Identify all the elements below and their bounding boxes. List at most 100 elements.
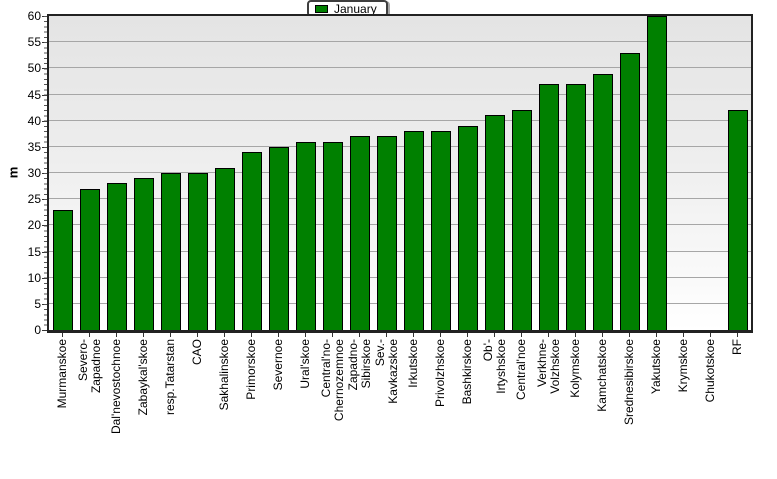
bar <box>349 136 370 330</box>
x-axis-label-text: Yakutskoe <box>649 339 663 395</box>
bar-slot <box>535 16 562 330</box>
y-axis-label: 30 <box>27 166 41 180</box>
x-tick <box>251 333 252 337</box>
y-axis-label: 5 <box>34 296 41 311</box>
plot-area <box>47 14 753 333</box>
bar <box>187 173 208 330</box>
bar <box>295 141 316 330</box>
y-axis-label: 35 <box>27 139 41 154</box>
gridline <box>49 41 751 43</box>
x-tick <box>467 333 468 337</box>
x-tick <box>548 333 549 337</box>
bar-slot <box>211 16 238 330</box>
y-axis-label: 20 <box>27 218 41 233</box>
x-tick <box>143 333 144 337</box>
x-tick <box>521 333 522 337</box>
x-tick <box>629 333 630 337</box>
x-tick <box>359 333 360 337</box>
bars-row <box>49 16 751 330</box>
bar-slot <box>643 16 670 330</box>
y-axis-minor-ticks <box>44 16 47 330</box>
x-tick <box>494 333 495 337</box>
bar <box>619 52 640 330</box>
x-tick <box>89 333 90 337</box>
bar <box>430 131 451 330</box>
x-axis-label-text: Chukotskoe <box>703 339 717 403</box>
y-axis-label: 50 <box>27 61 41 76</box>
bar-slot <box>697 16 724 330</box>
y-axis-label: 45 <box>27 87 41 102</box>
bar <box>484 115 505 330</box>
x-tick <box>170 333 171 337</box>
x-tick <box>737 333 738 337</box>
bar-slot <box>76 16 103 330</box>
bar <box>160 173 181 330</box>
x-axis-label-text: Severo- Zapadnoe <box>75 339 103 394</box>
x-tick <box>683 333 684 337</box>
y-axis-label: 55 <box>27 35 41 50</box>
bar <box>79 188 100 330</box>
bar <box>241 152 262 330</box>
bar <box>403 131 424 330</box>
bar <box>133 178 154 330</box>
bar-slot <box>562 16 589 330</box>
bar-slot <box>130 16 157 330</box>
x-tick <box>332 333 333 337</box>
x-tick <box>710 333 711 337</box>
bar <box>268 146 289 330</box>
bar-slot <box>400 16 427 330</box>
x-axis-label: RF <box>601 339 744 355</box>
bar-slot <box>724 16 751 330</box>
bar-slot <box>49 16 76 330</box>
y-axis-label: 15 <box>27 244 41 259</box>
gridline <box>49 119 751 121</box>
bar <box>52 209 73 330</box>
y-axis-label: 60 <box>27 9 41 23</box>
bar-slot <box>616 16 643 330</box>
gridline <box>49 93 751 95</box>
x-tick <box>656 333 657 337</box>
bar <box>376 136 397 330</box>
gridline <box>49 302 751 304</box>
bar-slot <box>454 16 481 330</box>
legend-swatch-icon <box>315 4 328 13</box>
x-tick <box>386 333 387 337</box>
x-tick <box>602 333 603 337</box>
bar <box>457 125 478 330</box>
bar-slot <box>319 16 346 330</box>
gridline <box>49 250 751 252</box>
bar-slot <box>292 16 319 330</box>
y-tick <box>42 330 47 331</box>
bar-slot <box>427 16 454 330</box>
x-tick <box>197 333 198 337</box>
bar <box>592 73 613 330</box>
y-axis-label: 10 <box>27 270 41 285</box>
bar-slot <box>670 16 697 330</box>
gridline <box>49 172 751 173</box>
bar-slot <box>481 16 508 330</box>
x-tick <box>278 333 279 337</box>
bar-slot <box>589 16 616 330</box>
gridline <box>49 198 751 200</box>
x-axis-label-text: RF <box>730 339 744 355</box>
x-axis-label-text: Krymskoe <box>676 339 690 393</box>
gridline <box>49 145 751 147</box>
bar-slot <box>184 16 211 330</box>
x-tick <box>440 333 441 337</box>
bar-slot <box>157 16 184 330</box>
x-tick <box>224 333 225 337</box>
x-tick <box>575 333 576 337</box>
bar-slot <box>346 16 373 330</box>
bar <box>511 110 532 330</box>
bar <box>565 84 586 330</box>
x-tick <box>413 333 414 337</box>
bar <box>214 167 235 330</box>
bar-slot <box>265 16 292 330</box>
bar-slot <box>103 16 130 330</box>
bar <box>322 141 343 330</box>
x-axis-label-text: Dal'nevostochnoe <box>109 339 123 435</box>
bar-slot <box>508 16 535 330</box>
x-tick <box>305 333 306 337</box>
gridline <box>49 67 751 69</box>
